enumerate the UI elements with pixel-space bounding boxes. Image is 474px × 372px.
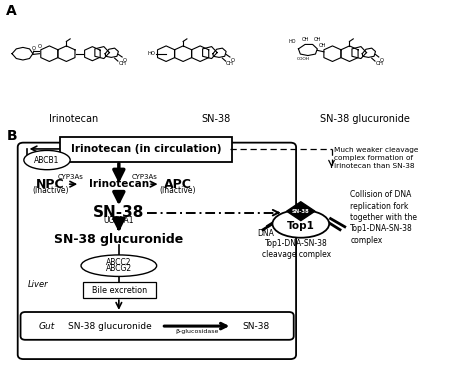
Text: (Inactive): (Inactive) (160, 186, 196, 195)
Text: Irinotecan (in circulation): Irinotecan (in circulation) (71, 144, 221, 154)
Text: Top1: Top1 (287, 221, 315, 231)
Text: Bile excretion: Bile excretion (92, 286, 147, 295)
Text: OH: OH (319, 44, 327, 48)
FancyBboxPatch shape (20, 312, 294, 340)
Text: SN-38 glucuronide: SN-38 glucuronide (319, 114, 410, 124)
Text: APC: APC (164, 178, 192, 190)
Ellipse shape (81, 255, 156, 276)
Text: OH: OH (375, 61, 383, 67)
Text: DNA: DNA (257, 229, 274, 238)
Text: O: O (38, 44, 42, 49)
Text: ABCC2: ABCC2 (106, 258, 132, 267)
Text: ABCB1: ABCB1 (34, 155, 60, 164)
Text: Much weaker cleavage
complex formation of
irinotecan than SN-38: Much weaker cleavage complex formation o… (334, 147, 419, 169)
Text: CYP3As: CYP3As (132, 174, 158, 180)
Text: ABCG2: ABCG2 (106, 264, 132, 273)
Text: Top1-DNA-SN-38
cleavage complex: Top1-DNA-SN-38 cleavage complex (262, 238, 331, 259)
Text: CYP3As: CYP3As (58, 174, 83, 180)
Text: NPC: NPC (36, 178, 64, 190)
Text: HO: HO (148, 51, 156, 56)
Text: UGT1A1: UGT1A1 (104, 216, 134, 225)
Text: SN-38 glucuronide: SN-38 glucuronide (67, 321, 151, 331)
Text: COOH: COOH (297, 57, 310, 61)
Text: O: O (379, 58, 383, 63)
Text: SN-38 glucuronide: SN-38 glucuronide (54, 233, 183, 246)
Text: O: O (123, 58, 127, 63)
FancyBboxPatch shape (60, 137, 232, 161)
Ellipse shape (24, 150, 70, 170)
Text: OH: OH (314, 37, 321, 42)
Text: O: O (230, 58, 234, 63)
Text: SN-38: SN-38 (201, 114, 230, 124)
Text: OH: OH (118, 61, 126, 67)
Text: OH: OH (301, 37, 309, 42)
Text: HO: HO (288, 39, 296, 44)
Text: SN-38: SN-38 (93, 205, 145, 220)
FancyBboxPatch shape (83, 282, 156, 298)
Text: OH: OH (226, 61, 234, 67)
Text: Liver: Liver (28, 280, 49, 289)
Text: SN-38: SN-38 (292, 209, 310, 214)
Text: Collision of DNA
replication fork
together with the
Top1-DNA-SN-38
complex: Collision of DNA replication fork togeth… (350, 190, 418, 245)
Ellipse shape (273, 210, 329, 238)
Text: Irinotecan: Irinotecan (49, 114, 99, 124)
Text: β-glucosidase: β-glucosidase (175, 329, 219, 334)
Text: A: A (6, 4, 17, 18)
Text: Gut: Gut (38, 321, 55, 331)
Polygon shape (287, 202, 315, 221)
Text: SN-38: SN-38 (242, 321, 270, 331)
Text: O: O (32, 46, 36, 51)
Text: Irinotecan: Irinotecan (89, 179, 149, 189)
Text: (Inactive): (Inactive) (32, 186, 69, 195)
Text: B: B (6, 129, 17, 142)
